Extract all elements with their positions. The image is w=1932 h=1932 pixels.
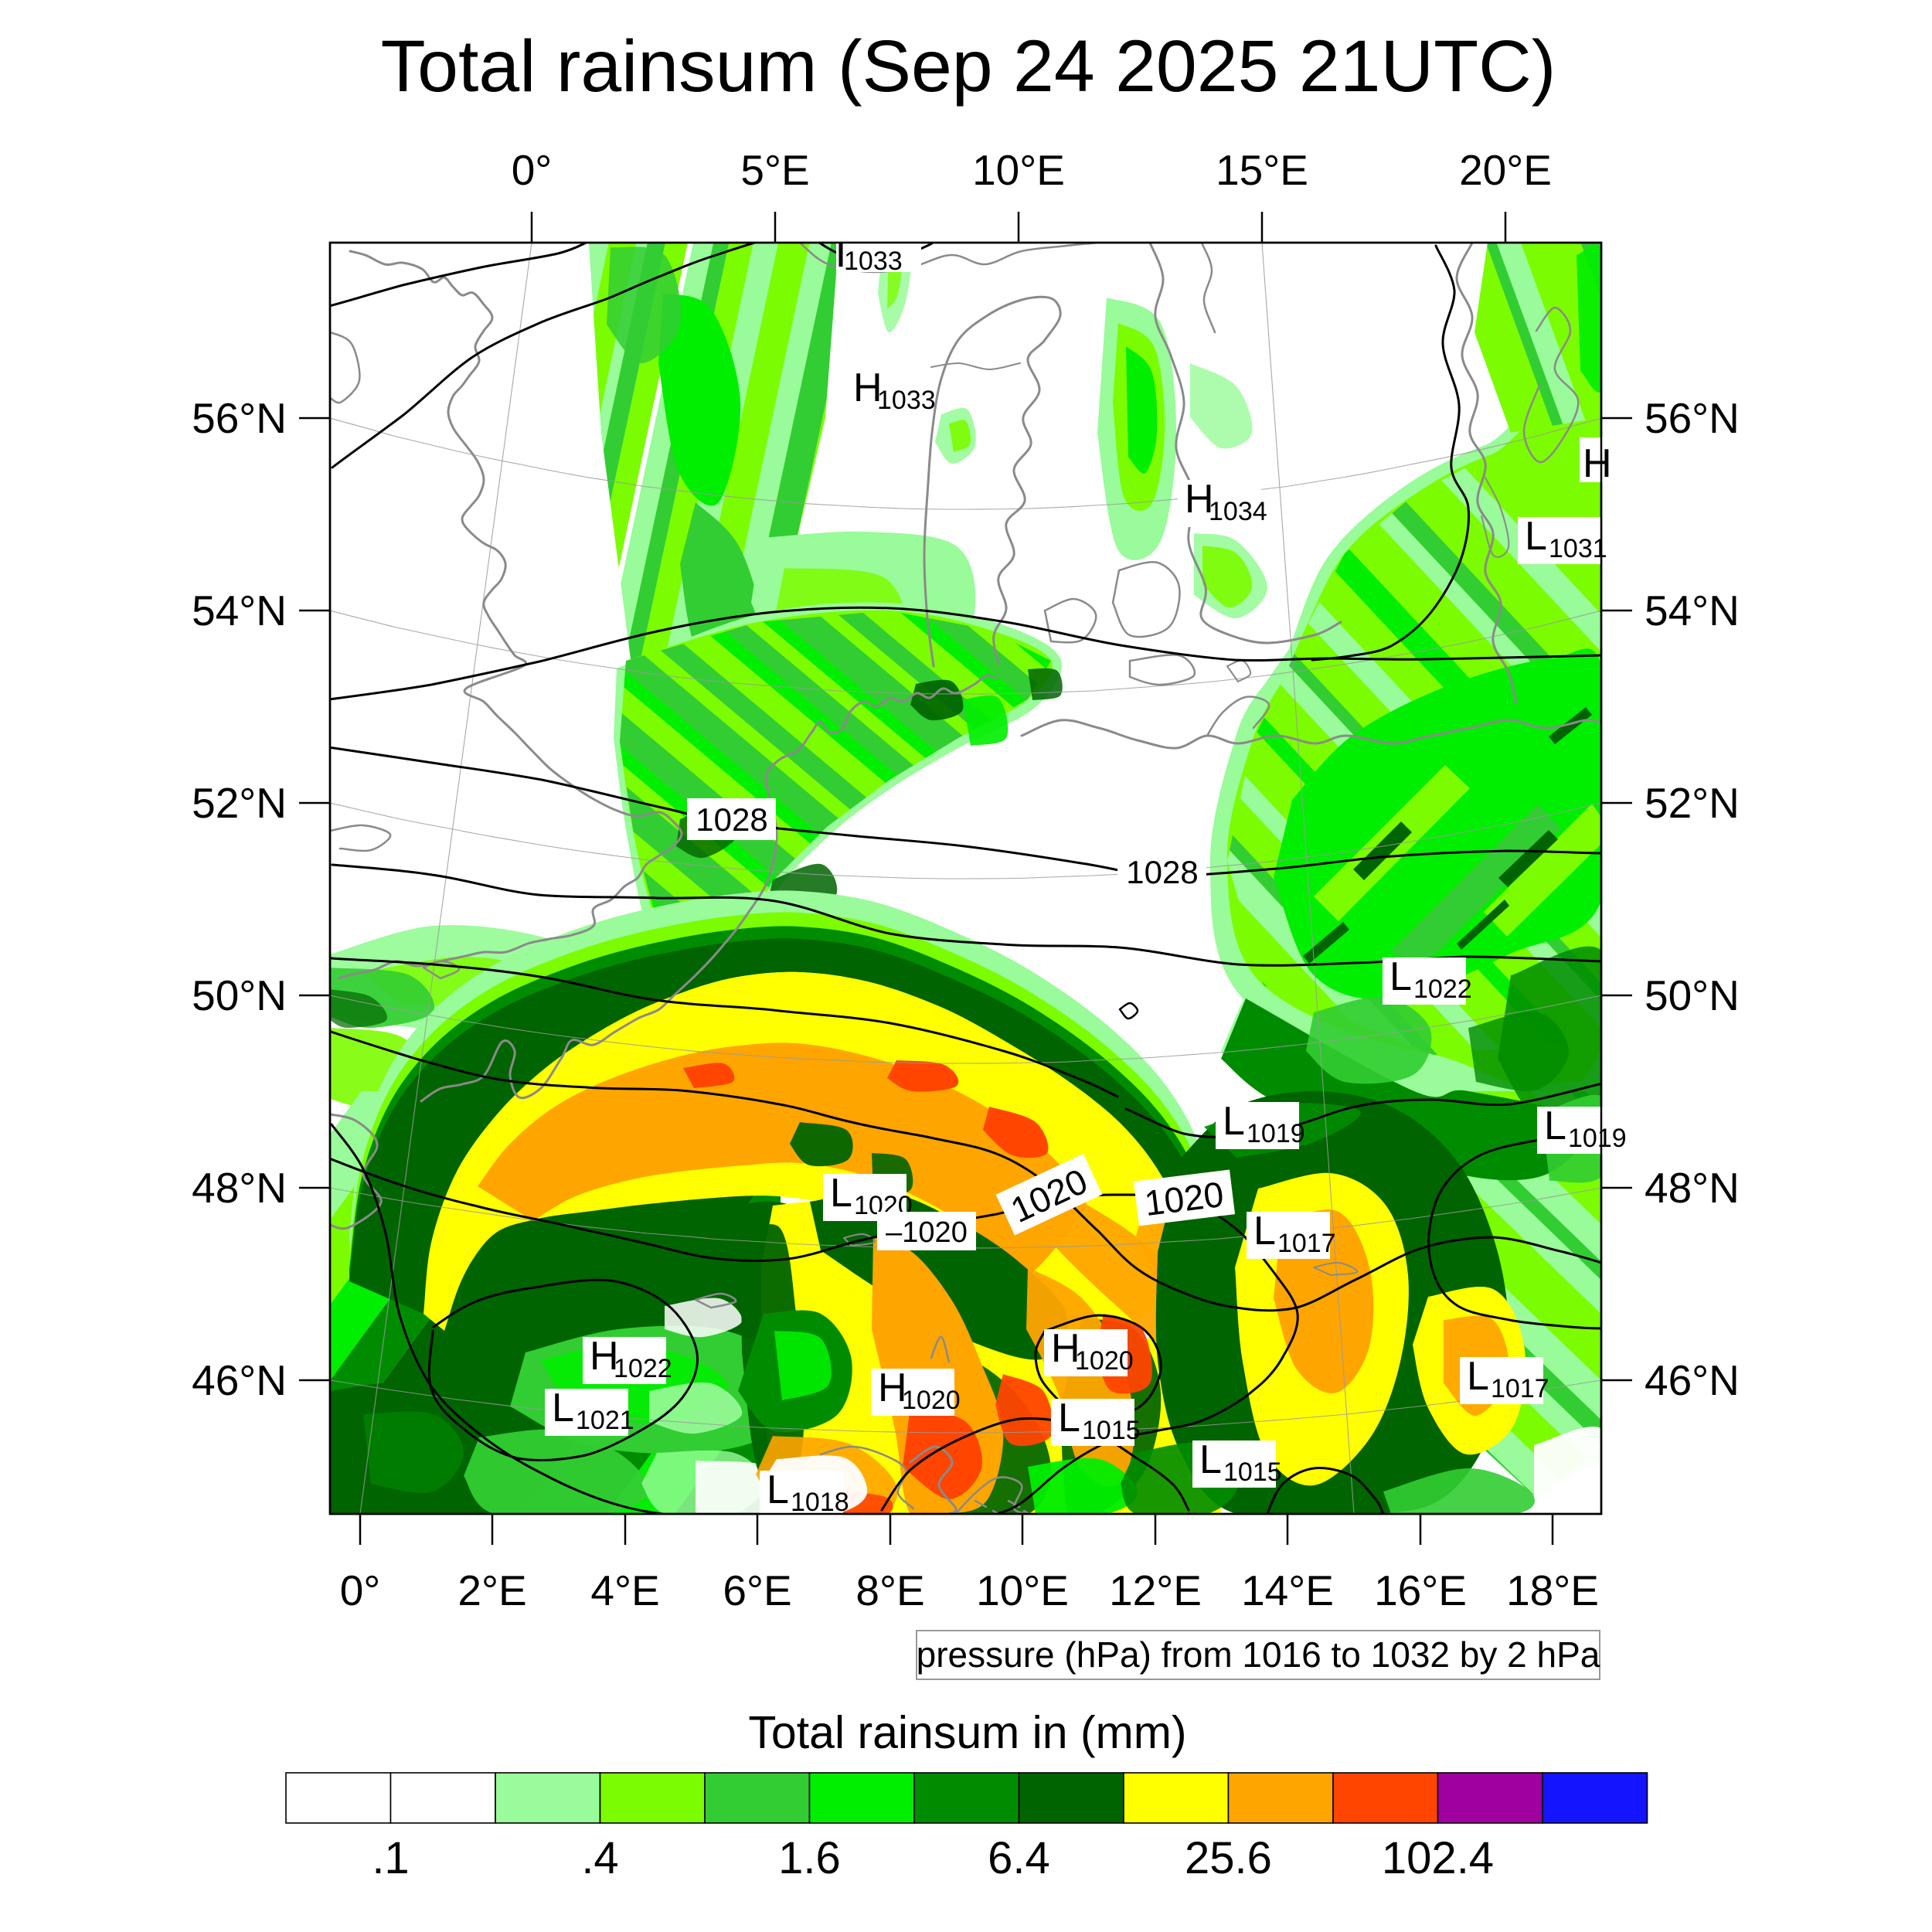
svg-text:1028: 1028 — [1126, 854, 1198, 890]
svg-text:48°N: 48°N — [1645, 1164, 1740, 1212]
svg-text:52°N: 52°N — [192, 779, 287, 827]
svg-text:L: L — [1525, 514, 1547, 559]
svg-text:12°E: 12°E — [1109, 1566, 1202, 1614]
svg-text:1031: 1031 — [1549, 534, 1607, 563]
svg-text:1019: 1019 — [1247, 1119, 1305, 1148]
svg-text:L: L — [1199, 1437, 1222, 1482]
svg-text:1028: 1028 — [696, 801, 767, 838]
svg-text:1033: 1033 — [844, 247, 903, 276]
svg-text:14°E: 14°E — [1241, 1566, 1334, 1614]
svg-text:56°N: 56°N — [192, 394, 287, 442]
svg-text:L: L — [1467, 1354, 1489, 1399]
svg-text:.1: .1 — [372, 1833, 409, 1883]
svg-text:0°: 0° — [340, 1566, 381, 1614]
svg-text:1020: 1020 — [902, 1386, 961, 1415]
svg-text:46°N: 46°N — [1645, 1356, 1740, 1404]
svg-text:1019: 1019 — [1568, 1124, 1627, 1153]
svg-text:5°E: 5°E — [740, 146, 809, 194]
svg-text:15°E: 15°E — [1216, 146, 1308, 194]
svg-text:54°N: 54°N — [192, 587, 287, 634]
svg-text:1018: 1018 — [791, 1488, 849, 1517]
svg-text:L: L — [1223, 1099, 1245, 1144]
svg-text:L: L — [552, 1386, 574, 1430]
svg-text:56°N: 56°N — [1645, 394, 1740, 442]
svg-text:L: L — [830, 1171, 852, 1216]
svg-text:H: H — [853, 366, 883, 410]
svg-text:pressure (hPa) from 1016 to 10: pressure (hPa) from 1016 to 1032 by 2 hP… — [917, 1634, 1600, 1675]
svg-text:54°N: 54°N — [1645, 587, 1740, 634]
svg-text:L: L — [1253, 1209, 1276, 1253]
svg-text:L: L — [1058, 1396, 1080, 1440]
svg-text:25.6: 25.6 — [1185, 1833, 1272, 1883]
svg-text:L: L — [1544, 1104, 1566, 1148]
svg-text:H: H — [1583, 441, 1612, 486]
svg-text:16°E: 16°E — [1374, 1566, 1467, 1614]
svg-text:46°N: 46°N — [192, 1356, 287, 1404]
svg-text:50°N: 50°N — [192, 971, 287, 1019]
svg-text:6.4: 6.4 — [988, 1833, 1050, 1883]
svg-text:Total rainsum in (mm): Total rainsum in (mm) — [748, 1707, 1186, 1758]
svg-text:48°N: 48°N — [192, 1164, 287, 1212]
svg-text:1020: 1020 — [1075, 1346, 1134, 1376]
svg-text:2°E: 2°E — [457, 1566, 526, 1614]
svg-text:H: H — [1051, 1326, 1080, 1371]
svg-text:.4: .4 — [581, 1833, 618, 1883]
svg-text:H: H — [1185, 477, 1214, 522]
svg-text:H: H — [878, 1366, 907, 1410]
svg-text:6°E: 6°E — [723, 1566, 791, 1614]
svg-text:L: L — [1389, 954, 1412, 999]
svg-text:1017: 1017 — [1491, 1374, 1549, 1403]
svg-text:Total rainsum (Sep 24 2025 21U: Total rainsum (Sep 24 2025 21UTC) — [381, 26, 1556, 107]
svg-text:0°: 0° — [512, 146, 553, 194]
svg-text:4°E: 4°E — [590, 1566, 659, 1614]
svg-text:1015: 1015 — [1082, 1416, 1141, 1445]
svg-text:1033: 1033 — [877, 386, 936, 415]
svg-text:50°N: 50°N — [1645, 971, 1740, 1019]
svg-text:H: H — [590, 1334, 619, 1379]
svg-text:–1020: –1020 — [886, 1216, 968, 1249]
svg-text:1034: 1034 — [1209, 497, 1267, 526]
svg-text:10°E: 10°E — [976, 1566, 1069, 1614]
svg-text:52°N: 52°N — [1645, 779, 1740, 827]
svg-text:8°E: 8°E — [855, 1566, 924, 1614]
svg-text:102.4: 102.4 — [1382, 1833, 1494, 1883]
svg-text:1021: 1021 — [576, 1406, 634, 1435]
svg-text:L: L — [767, 1468, 789, 1512]
svg-text:1017: 1017 — [1277, 1229, 1336, 1258]
svg-text:10°E: 10°E — [972, 146, 1065, 194]
svg-text:18°E: 18°E — [1506, 1566, 1599, 1614]
svg-text:1020: 1020 — [1142, 1174, 1226, 1223]
svg-text:1.6: 1.6 — [778, 1833, 841, 1883]
svg-text:20°E: 20°E — [1459, 146, 1552, 194]
svg-text:1022: 1022 — [614, 1354, 672, 1383]
svg-text:1015: 1015 — [1223, 1458, 1282, 1487]
svg-text:1022: 1022 — [1413, 975, 1472, 1004]
